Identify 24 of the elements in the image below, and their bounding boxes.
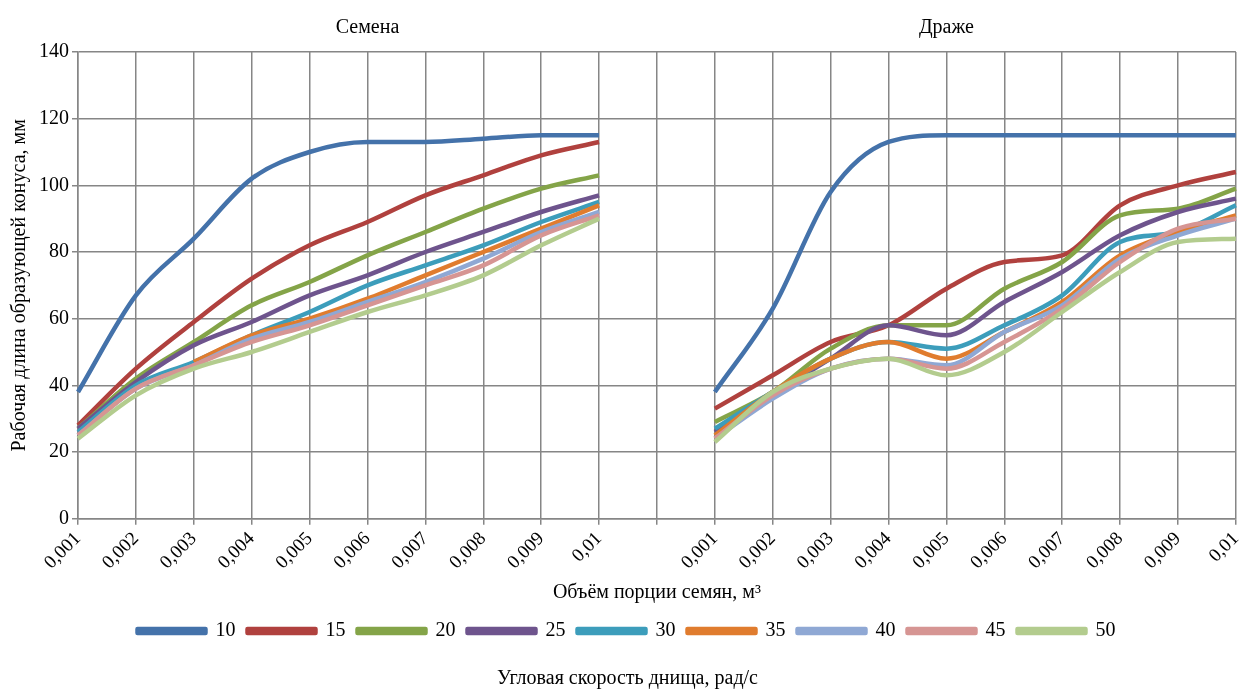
legend-label: 30: [655, 618, 676, 641]
y-tick-label: 20: [49, 439, 69, 462]
text: Драже: [918, 15, 975, 39]
text: Семена: [335, 15, 400, 38]
x-axis-title: Объём порции семян, м³: [552, 580, 761, 604]
legend-label: 20: [435, 618, 456, 641]
y-tick-label: 40: [49, 372, 69, 395]
legend-title: Угловая скорость днища, рад/с: [497, 666, 759, 690]
y-tick-label: 60: [49, 305, 69, 328]
y-axis-title: Рабочая длина образующей конуса, мм: [7, 118, 31, 452]
y-tick-label: 80: [49, 239, 69, 262]
y-tick-label: 0: [59, 505, 69, 528]
y-tick-label: 120: [39, 105, 69, 128]
y-tick-label: 100: [39, 172, 69, 195]
legend-label: 40: [875, 618, 896, 641]
x-tick-label: 0,01: [567, 527, 606, 566]
legend-label: 50: [1095, 618, 1116, 641]
y-tick-label: 140: [39, 39, 69, 62]
legend-label: 35: [765, 618, 786, 641]
legend-label: 45: [985, 618, 1006, 641]
legend-label: 15: [325, 618, 346, 641]
x-tick-label: 0,01: [1203, 527, 1243, 566]
legend-label: 10: [215, 618, 236, 641]
legend-label: 25: [545, 618, 566, 641]
